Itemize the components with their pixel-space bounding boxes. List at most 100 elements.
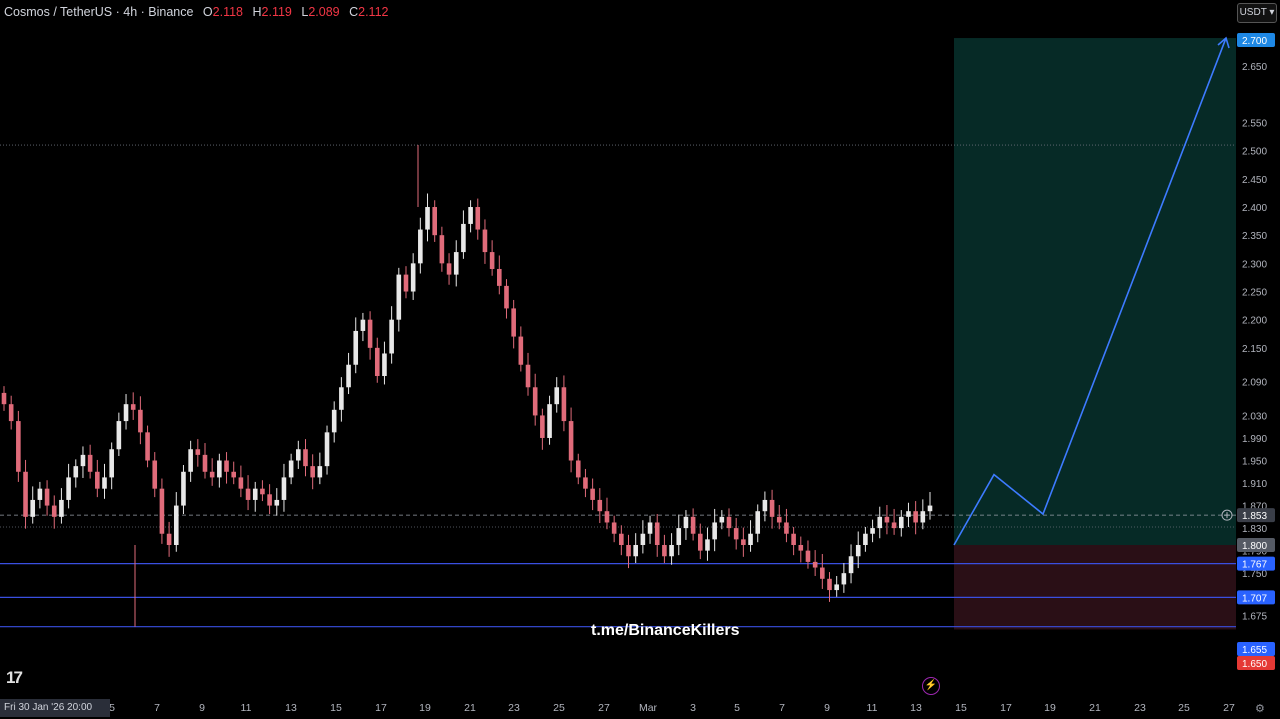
price-tag-label: 1.655 [1242, 645, 1267, 656]
candle-body [374, 347, 380, 377]
candle-body [741, 539, 746, 545]
candle-body [288, 460, 294, 478]
candle-body [597, 499, 603, 512]
candle-body [16, 421, 21, 472]
candle-body [626, 545, 631, 557]
candle-body [604, 511, 610, 523]
candle-body [418, 229, 423, 264]
candle-body [762, 499, 768, 512]
candle-body [468, 207, 473, 224]
candle-body [798, 545, 804, 551]
price-tag-label: 1.707 [1242, 593, 1267, 604]
x-tick-label: 5 [734, 702, 740, 714]
candle-body [497, 268, 502, 286]
candle-body [281, 477, 287, 500]
crosshair-icon [1221, 509, 1233, 521]
y-tick-label: 2.450 [1242, 175, 1267, 186]
candle-body [317, 466, 323, 478]
candle-body [267, 494, 272, 506]
candle-body [891, 522, 897, 529]
candle-body [884, 516, 890, 523]
settings-gear-icon[interactable]: ⚙ [1255, 703, 1265, 715]
y-tick-label: 2.250 [1242, 288, 1267, 299]
currency-button[interactable]: USDT ▾ [1237, 3, 1277, 23]
candle-body [123, 404, 129, 422]
candle-body [403, 274, 409, 292]
x-tick-label: 9 [824, 702, 830, 714]
candle-body [776, 516, 782, 523]
candle-body [611, 522, 617, 534]
y-tick-label: 1.990 [1242, 434, 1267, 445]
y-tick-label: 1.870 [1242, 502, 1267, 513]
candle-body [202, 454, 208, 472]
candle-body [138, 409, 143, 433]
candle-body [461, 223, 466, 253]
candle-body [913, 511, 918, 523]
candle-body [453, 252, 459, 275]
candle-body [784, 522, 789, 534]
y-tick-label: 1.950 [1242, 457, 1267, 468]
x-tick-label: 7 [154, 702, 160, 714]
price-tag-level [1237, 642, 1275, 656]
candle-body [389, 319, 394, 354]
y-tick-label: 2.350 [1242, 231, 1267, 242]
candle-body [339, 387, 344, 410]
price-tag-level [1237, 556, 1275, 571]
candle-body [733, 528, 739, 540]
y-tick-label: 2.030 [1242, 411, 1267, 422]
candle-body [834, 584, 839, 591]
candle-body [346, 364, 351, 388]
candle-body [324, 432, 330, 467]
candle-body [410, 263, 416, 292]
candle-body [303, 449, 308, 467]
candle-body [697, 533, 703, 551]
candle-body [482, 229, 488, 253]
lightning-icon[interactable]: ⚡ [922, 677, 940, 695]
target-zone [954, 38, 1236, 545]
candle-body [812, 561, 818, 568]
candle-body [870, 528, 875, 534]
candle-body [726, 516, 732, 529]
candle-body [217, 460, 222, 478]
x-tick-label: 25 [1178, 702, 1190, 714]
tradingview-logo[interactable]: 17 [6, 668, 23, 687]
candle-body [446, 263, 452, 275]
candle-body [848, 556, 854, 574]
y-tick-label: 2.400 [1242, 203, 1267, 214]
x-tick-label: 17 [375, 702, 387, 714]
candle-body [353, 330, 359, 365]
candle-body [73, 466, 79, 478]
low-value: 2.089 [308, 5, 340, 19]
candle-body [769, 499, 775, 517]
y-tick-label: 2.300 [1242, 259, 1267, 270]
y-tick-label: 1.675 [1242, 611, 1267, 622]
candle-body [820, 567, 825, 579]
candle-body [245, 488, 251, 500]
y-tick-label: 2.550 [1242, 119, 1267, 130]
candle-body [181, 471, 186, 506]
candle-body [102, 477, 107, 489]
candle-body [662, 545, 667, 557]
candle-body [331, 409, 337, 433]
price-tag-level [1237, 590, 1275, 605]
x-tick-label: 23 [1134, 702, 1146, 714]
x-tick-label: 15 [955, 702, 967, 714]
candle-body [590, 488, 595, 500]
price-tag-stop [1237, 656, 1275, 670]
y-tick-label: 2.500 [1242, 147, 1267, 158]
candle-body [159, 488, 165, 534]
y-tick-label: 1.750 [1242, 569, 1267, 580]
candle-body [173, 505, 179, 545]
candle-body [360, 319, 366, 331]
candle-body [755, 511, 761, 534]
candle-body [145, 432, 150, 461]
candle-body [296, 449, 301, 461]
candle-body [310, 466, 315, 478]
candle-body [209, 471, 215, 478]
candle-body [116, 421, 122, 450]
watermark-text: t.me/BinanceKillers [591, 622, 740, 639]
candle-body [920, 511, 926, 523]
candle-body [166, 533, 172, 545]
symbol-title[interactable]: Cosmos / TetherUS · 4h · Binance [4, 5, 194, 19]
